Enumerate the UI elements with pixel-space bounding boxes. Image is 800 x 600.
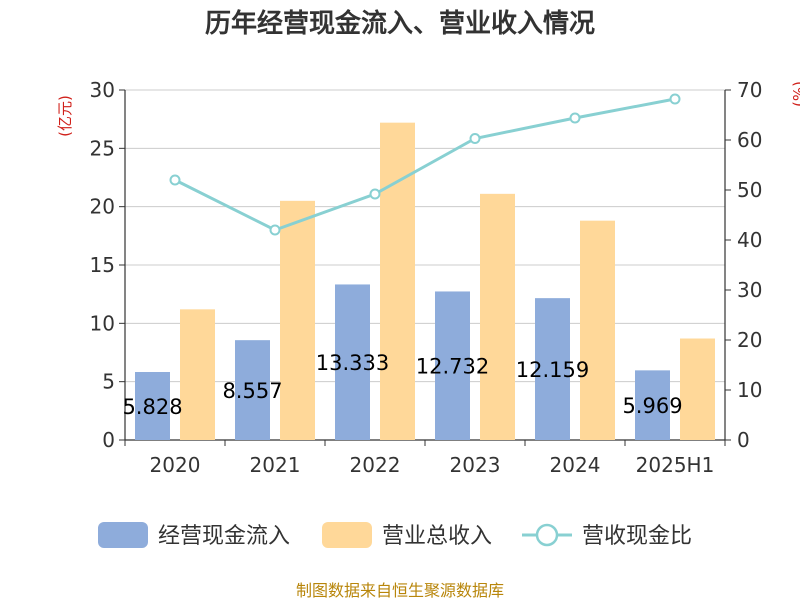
cash-inflow-bar: [635, 370, 670, 440]
y-left-tick-label: 20: [90, 195, 115, 219]
x-tick-label: 2025H1: [636, 453, 715, 477]
y-right-tick-label: 30: [737, 278, 762, 302]
x-tick-label: 2022: [350, 453, 401, 477]
legend-item-3[interactable]: 营收现金比: [522, 523, 692, 549]
ratio-point: [269, 224, 281, 236]
cash-inflow-bar: [235, 340, 270, 440]
ratio-point: [469, 133, 481, 144]
y-right-tick-label: 60: [737, 128, 762, 152]
bars: [135, 122, 715, 441]
cash-inflow-bar: [535, 298, 570, 440]
legend-item-1[interactable]: 经营现金流入: [98, 522, 290, 549]
cash-inflow-data-label: 12.159: [516, 358, 589, 382]
legend-swatch-marker: [535, 523, 559, 547]
y-left-tick-label: 30: [90, 78, 115, 102]
ratio-point: [569, 112, 581, 124]
y-left-unit: (亿元): [56, 95, 74, 137]
y-left-tick-label: 0: [102, 428, 115, 452]
data-labels: 5.828 8.557 13.333 12.732 12.159 5.969: [122, 351, 682, 419]
cash-inflow-data-label: 13.333: [316, 351, 389, 375]
y-right-unit: (%): [790, 81, 800, 107]
axes: 0 5 10 15 20 25 30 0 10 20 30 40 50 60 70 2020 2021 2022 2…: [90, 78, 763, 477]
ratio-line: [169, 93, 681, 236]
legend-swatch: [322, 522, 372, 548]
legend-item-2[interactable]: 营业总收入: [322, 522, 492, 549]
legend-swatch: [98, 522, 148, 548]
chart-title: 历年经营现金流入、营业收入情况: [205, 8, 595, 39]
revenue-bar: [180, 309, 215, 440]
x-tick-label: 2020: [150, 453, 201, 477]
y-right-tick-label: 70: [737, 78, 762, 102]
legend[interactable]: 经营现金流入 营业总收入 营收现金比: [98, 522, 692, 549]
cash-inflow-bar: [335, 284, 370, 440]
x-tick-label: 2023: [450, 453, 501, 477]
y-right-tick-label: 10: [737, 378, 762, 402]
y-left-tick-label: 25: [90, 136, 115, 160]
x-tick-label: 2024: [550, 453, 601, 477]
legend-label: 经营现金流入: [158, 524, 290, 549]
y-right-tick-label: 50: [737, 178, 762, 202]
y-right-tick-label: 40: [737, 228, 762, 252]
ratio-point: [669, 93, 681, 105]
y-right-tick-label: 0: [737, 428, 750, 452]
cash-inflow-data-label: 5.969: [622, 394, 682, 418]
cash-inflow-data-label: 8.557: [222, 379, 282, 403]
cash-inflow-bar: [435, 291, 470, 440]
revenue-bar: [580, 220, 615, 440]
legend-label: 营收现金比: [582, 524, 692, 549]
x-tick-label: 2021: [250, 453, 301, 477]
revenue-bar: [680, 338, 715, 440]
cash-inflow-data-label: 5.828: [122, 395, 182, 419]
source-note: 制图数据来自恒生聚源数据库: [296, 581, 504, 600]
revenue-bar: [280, 200, 315, 440]
cash-inflow-bar: [135, 372, 170, 440]
y-right-tick-label: 20: [737, 328, 762, 352]
cash-inflow-data-label: 12.732: [416, 355, 489, 379]
ratio-point: [369, 188, 381, 200]
ratio-point: [169, 174, 181, 186]
revenue-bar: [480, 193, 515, 440]
y-left-tick-label: 10: [90, 311, 115, 335]
revenue-bar: [380, 122, 415, 441]
y-left-tick-label: 15: [90, 253, 115, 277]
legend-label: 营业总收入: [382, 524, 492, 549]
y-left-tick-label: 5: [102, 370, 115, 394]
ratio-line-path: [174, 97, 676, 232]
